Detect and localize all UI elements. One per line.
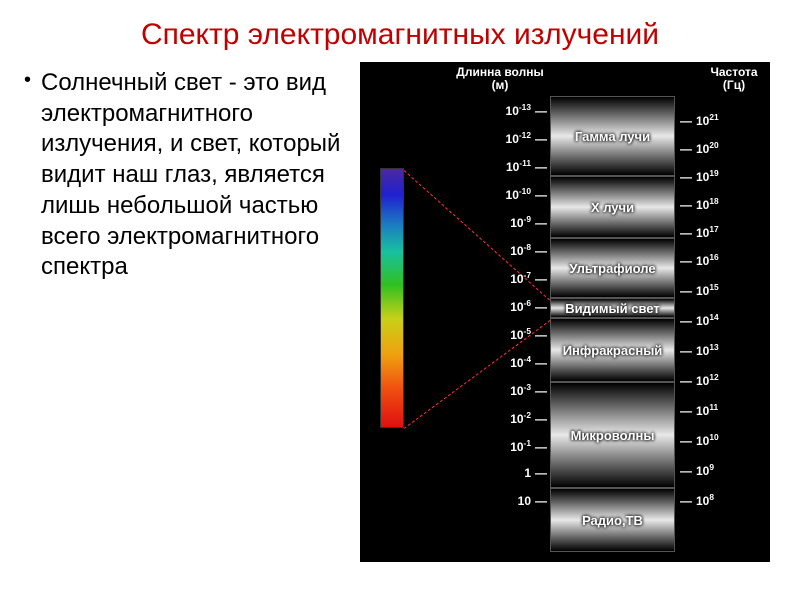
wavelength-header: Длинна волны (м)	[455, 66, 545, 92]
frequency-tick: 1012	[680, 372, 719, 388]
frequency-tick: 1018	[680, 196, 719, 212]
wavelength-tick: 10-5	[510, 326, 547, 342]
visible-light-strip	[380, 168, 404, 428]
frequency-tick: 1015	[680, 282, 719, 298]
page-title: Спектр электромагнитных излучений	[0, 0, 800, 62]
frequency-header: Частота (Гц)	[704, 66, 764, 92]
wavelength-tick: 10-11	[506, 158, 547, 174]
wavelength-tick: 10-8	[510, 242, 547, 258]
spectrum-band: Гамма лучи	[550, 96, 675, 176]
frequency-tick: 1019	[680, 168, 719, 184]
spectrum-band: Х лучи	[550, 176, 675, 238]
spectrum-band: Видимый свет	[550, 298, 675, 318]
wavelength-tick: 10-12	[506, 130, 547, 146]
wavelength-tick: 10-9	[510, 214, 547, 230]
bullet-item: • Солнечный свет - это вид электромагнит…	[24, 68, 356, 283]
frequency-tick: 1017	[680, 224, 719, 240]
wavelength-tick: 10-1	[510, 438, 547, 454]
frequency-tick: 108	[680, 492, 714, 508]
frequency-tick: 109	[680, 462, 714, 478]
wavelength-tick: 1	[524, 466, 547, 480]
spectrum-band: Ультрафиоле	[550, 238, 675, 298]
bullet-dot: •	[24, 68, 31, 92]
wavelength-tick: 10-13	[506, 102, 547, 118]
content: • Солнечный свет - это вид электромагнит…	[0, 62, 800, 562]
bullet-text: Солнечный свет - это вид электромагнитно…	[41, 68, 356, 283]
frequency-tick: 1014	[680, 312, 719, 328]
left-column: • Солнечный свет - это вид электромагнит…	[16, 62, 356, 562]
wavelength-tick: 10-2	[510, 410, 547, 426]
wavelength-tick: 10	[518, 494, 547, 508]
wavelength-tick: 10-7	[510, 270, 547, 286]
wavelength-tick: 10-4	[510, 354, 547, 370]
frequency-tick: 1010	[680, 432, 719, 448]
spectrum-band: Инфракрасный	[550, 318, 675, 382]
spectrum-panel: Длинна волны (м) Частота (Гц) Гамма лучи…	[360, 62, 770, 562]
wavelength-tick: 10-3	[510, 382, 547, 398]
frequency-tick: 1013	[680, 342, 719, 358]
wavelength-tick: 10-6	[510, 298, 547, 314]
frequency-tick: 1016	[680, 252, 719, 268]
wavelength-tick: 10-10	[506, 186, 547, 202]
spectrum-band: Радио,ТВ	[550, 488, 675, 552]
frequency-tick: 1020	[680, 140, 719, 156]
frequency-tick: 1011	[680, 402, 718, 418]
spectrum-band: Микроволны	[550, 382, 675, 488]
spectrum-column: Гамма лучиХ лучиУльтрафиолеВидимый светИ…	[550, 96, 675, 558]
frequency-tick: 1021	[680, 112, 719, 128]
